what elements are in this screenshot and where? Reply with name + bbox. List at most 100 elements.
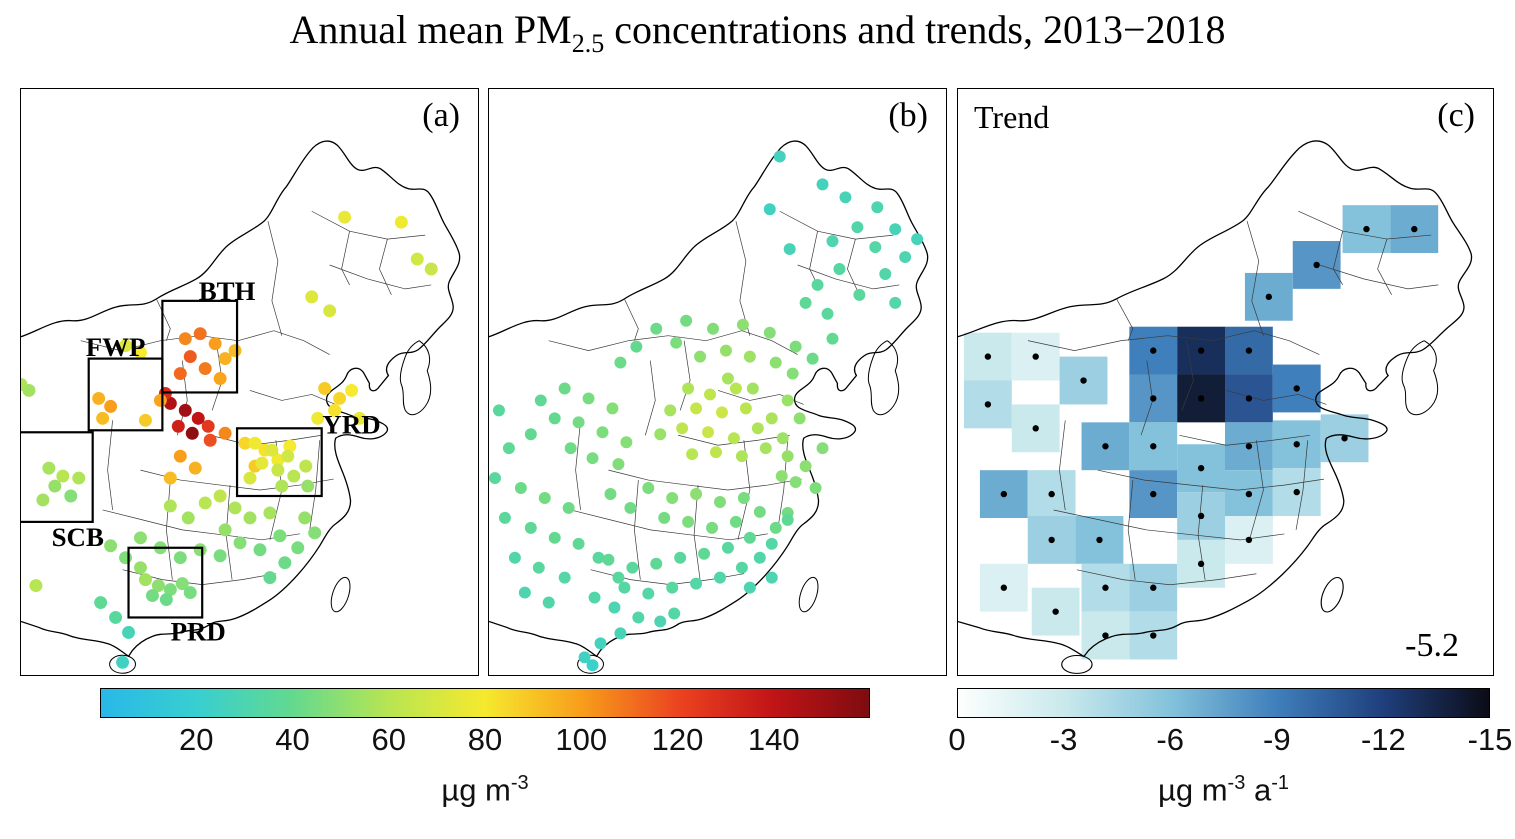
colorbar-tick-label: -3 [1049,722,1078,757]
site-dot [739,402,752,415]
panel-b-concentration-map: (b) [488,88,947,676]
site-dot [682,382,695,395]
site-dot [42,461,56,475]
pm25-colorbar-ticks: 20 40 60 80 100 120 140 [100,722,870,764]
site-dot [201,419,215,433]
site-dot [273,529,287,543]
colorbar-tick-label: 100 [555,722,608,757]
site-dot [213,489,227,503]
site-dot [821,307,834,320]
cell-dot [1150,632,1157,639]
cell-dot [1363,225,1370,233]
site-dot [765,412,778,425]
site-dot [92,391,106,405]
site-dot [333,391,347,405]
colorbar-tick-label: 60 [371,722,406,757]
site-dot [208,337,222,351]
pm25-unit-base: µg m [441,772,511,808]
site-dot [654,428,667,441]
site-dot [122,625,136,639]
site-dot [630,340,643,353]
site-dot [96,411,110,425]
site-dot [588,591,601,604]
site-dot [213,549,227,563]
site-dot [534,394,547,407]
colorbar-tick-label: -9 [1263,722,1291,757]
site-dot [558,382,571,395]
china-map [489,140,929,674]
site-dot [826,332,839,345]
cell-dot [1197,512,1205,520]
site-dot [181,511,195,525]
site-dot [690,488,703,500]
site-dot [690,402,703,415]
site-dot [666,492,679,504]
site-dot [753,551,766,564]
site-dot [29,579,43,593]
trend-unit-base2: a [1245,772,1272,808]
cell-dot [1048,490,1055,498]
site-dot [781,513,794,526]
region-label-BTH: BTH [199,276,256,306]
site-dot [318,382,332,395]
site-dot [642,482,655,495]
site-dot [899,251,912,264]
site-dot [287,469,301,483]
site-dot [305,290,319,304]
site-dot [64,489,78,503]
colorbar-tick-label: -6 [1156,722,1184,757]
site-dot [606,402,619,415]
site-dot [163,471,177,485]
cell-dot [1265,293,1273,301]
site-dot [721,541,734,554]
cell-dot [1102,632,1109,639]
site-dot [765,537,778,550]
region-box-PRD [127,546,204,619]
site-dot [735,450,748,463]
cell-dot [1245,443,1253,450]
site-dot [291,541,305,555]
site-dot [171,419,185,433]
site-dot [255,456,269,470]
site-dot [608,601,621,614]
site-dot [524,521,537,534]
site-dot [238,436,252,450]
site-dot [612,458,625,471]
site-dot [674,551,687,564]
site-dot [721,372,734,385]
site-dot [736,318,749,331]
colorbar-tick-label: 80 [467,722,503,757]
site-dot [119,551,133,565]
site-dot [56,469,70,483]
site-dot [719,344,732,357]
site-dot [632,611,645,624]
site-dot [729,382,742,395]
site-dot [498,511,511,524]
site-dot [786,367,799,380]
cell-dot [1096,536,1103,544]
colorbar-tick-label: 40 [275,722,310,757]
site-dot [163,583,177,597]
figure-title: Annual mean PM2.5 concentrations and tre… [0,6,1515,59]
site-dot [714,571,726,584]
cell-dot [1052,608,1059,615]
site-dot [548,531,561,544]
site-dot [116,655,130,669]
site-dot [562,501,575,514]
site-dot [538,492,551,504]
cell-dot [1245,490,1253,498]
site-dot [328,403,342,417]
site-dot [299,459,313,473]
cell-dot [1197,395,1205,402]
site-dot [323,304,337,318]
cell-dot [1080,377,1087,384]
region-boxes: BTH FWP YRD SCB PRD [21,276,381,647]
title-subscript: 2.5 [571,29,605,58]
site-dot [769,356,782,369]
site-dot [626,561,639,574]
site-dot [789,340,802,353]
site-dot [134,531,147,545]
site-dot [94,596,108,610]
colorbar-tick-label: 0 [948,722,966,757]
site-dot [889,296,902,309]
